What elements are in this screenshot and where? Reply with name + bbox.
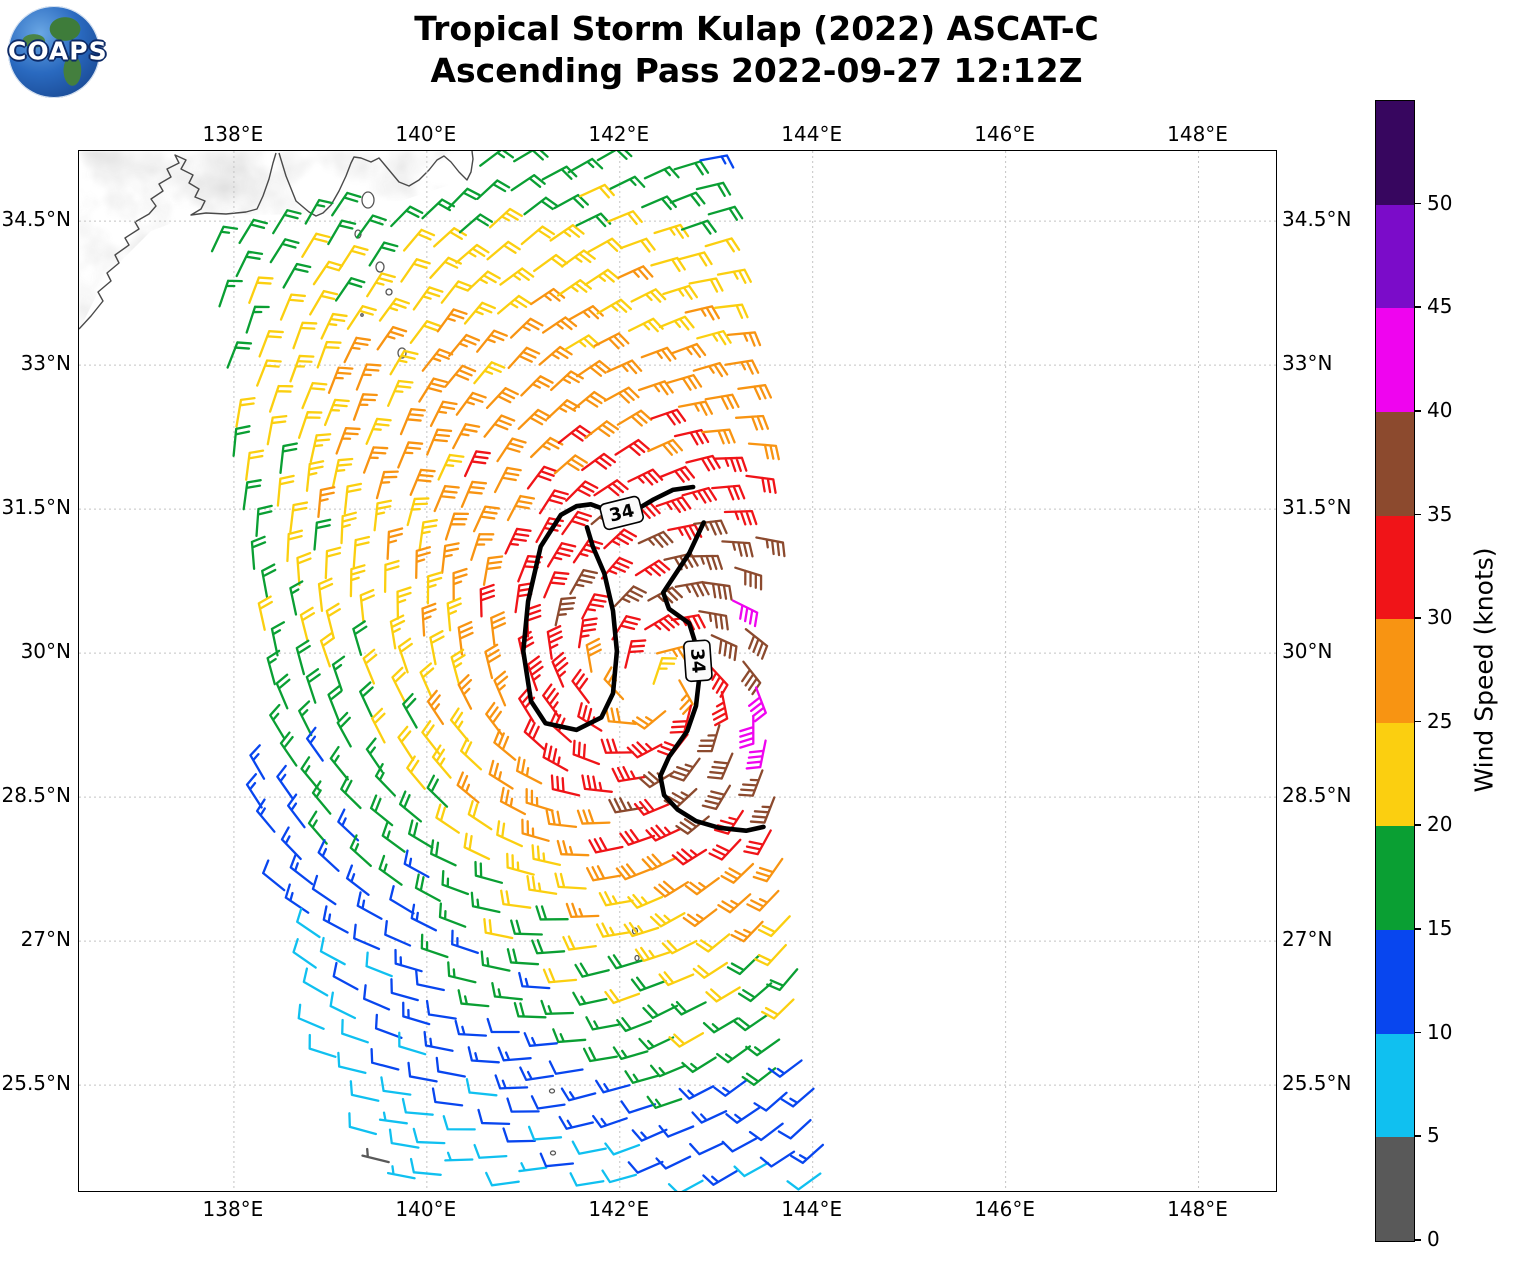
y-tick-label-right: 28.5°N [1282,783,1352,808]
y-tick-label-left: 30°N [20,639,71,664]
y-tick-label-left: 33°N [20,351,71,376]
y-tick-label-right: 30°N [1282,639,1333,664]
page-title: Tropical Storm Kulap (2022) ASCAT-C Asce… [0,8,1513,92]
svg-text:34: 34 [686,648,709,674]
y-tick-label-right: 25.5°N [1282,1071,1352,1096]
colorbar-tick [1414,1031,1421,1034]
y-tick-label-right: 33°N [1282,351,1333,376]
colorbar-segment [1376,1137,1414,1242]
y-tick-label-left: 25.5°N [1,1071,72,1096]
x-tick-label-bottom: 148°E [1167,1197,1228,1221]
y-tick-label-left: 28.5°N [1,783,72,808]
colorbar-tick-label: 50 [1427,190,1453,215]
colorbar-title: Wind Speed (knots) [1469,547,1499,793]
y-tick-label-left: 34.5°N [1,207,72,232]
colorbar-segment [1376,619,1414,723]
colorbar-tick [1414,824,1421,827]
colorbar-tick [1414,202,1421,205]
x-tick-label-top: 148°E [1167,122,1228,146]
x-tick-label-bottom: 138°E [202,1197,264,1221]
coaps-logo-text: COAPS [8,36,108,66]
colorbar-tick-label: 0 [1427,1227,1440,1251]
wind-barbs [210,151,825,1191]
colorbar-tick [1414,720,1421,723]
colorbar-segment [1376,930,1414,1034]
x-tick-label-bottom: 140°E [395,1197,457,1221]
y-tick-label-left: 31.5°N [1,495,72,520]
y-tick-label-right: 27°N [1282,927,1333,952]
colorbar-tick [1414,513,1421,516]
title-line-2: Ascending Pass 2022-09-27 12:12Z [430,51,1083,90]
colorbar-segment [1376,826,1414,931]
x-tick-label-top: 138°E [202,122,264,146]
colorbar-tick-label: 40 [1427,397,1453,422]
colorbar-tick [1414,1135,1421,1137]
colorbar-tick-label: 15 [1427,916,1453,941]
colorbar-segment [1376,411,1414,516]
x-tick-label-top: 144°E [781,122,843,146]
contour-34kt: 34 34 [521,484,766,833]
colorbar-tick-label: 30 [1427,605,1453,630]
x-tick-label-bottom: 142°E [588,1197,650,1221]
colorbar-tick [1414,928,1421,930]
x-tick-label-top: 140°E [395,122,457,146]
contour-label: 34 [683,639,713,683]
colorbar-segment [1376,204,1414,309]
x-tick-label-bottom: 146°E [974,1197,1036,1221]
y-tick-label-right: 31.5°N [1282,495,1352,520]
colorbar-tick-label: 45 [1427,294,1453,319]
wind-map-plot: 34 34 [78,150,1277,1192]
small-islands [354,191,640,1156]
gridlines [79,151,1276,1191]
colorbar-tick [1414,1239,1421,1241]
y-tick-label-left: 27°N [20,927,71,952]
coastline [79,152,277,330]
colorbar-tick [1414,306,1421,308]
colorbar-segment [1376,722,1414,827]
x-tick-label-bottom: 144°E [781,1197,843,1221]
colorbar-segment [1376,1033,1414,1138]
coastline [278,151,474,217]
colorbar-segment [1376,308,1414,412]
x-tick-label-top: 146°E [974,122,1036,146]
colorbar-segment [1376,101,1414,205]
colorbar-tick-label: 25 [1427,708,1453,733]
x-tick-label-top: 142°E [588,122,650,146]
wind-map-svg: 34 34 [79,151,1276,1191]
colorbar-tick-label: 10 [1427,1019,1453,1044]
colorbar-segment [1376,515,1414,620]
colorbar-tick-label: 35 [1427,501,1453,526]
colorbar-tick [1414,617,1421,619]
title-line-1: Tropical Storm Kulap (2022) ASCAT-C [414,9,1099,48]
colorbar-tick-label: 5 [1427,1123,1440,1148]
colorbar-tick-label: 20 [1427,812,1453,837]
colorbar-strip [1375,100,1415,1242]
coaps-logo: COAPS [8,6,108,98]
contour-label: 34 [599,495,644,531]
y-tick-label-right: 34.5°N [1282,207,1352,232]
colorbar-tick [1414,409,1421,412]
land-japan [79,151,474,331]
